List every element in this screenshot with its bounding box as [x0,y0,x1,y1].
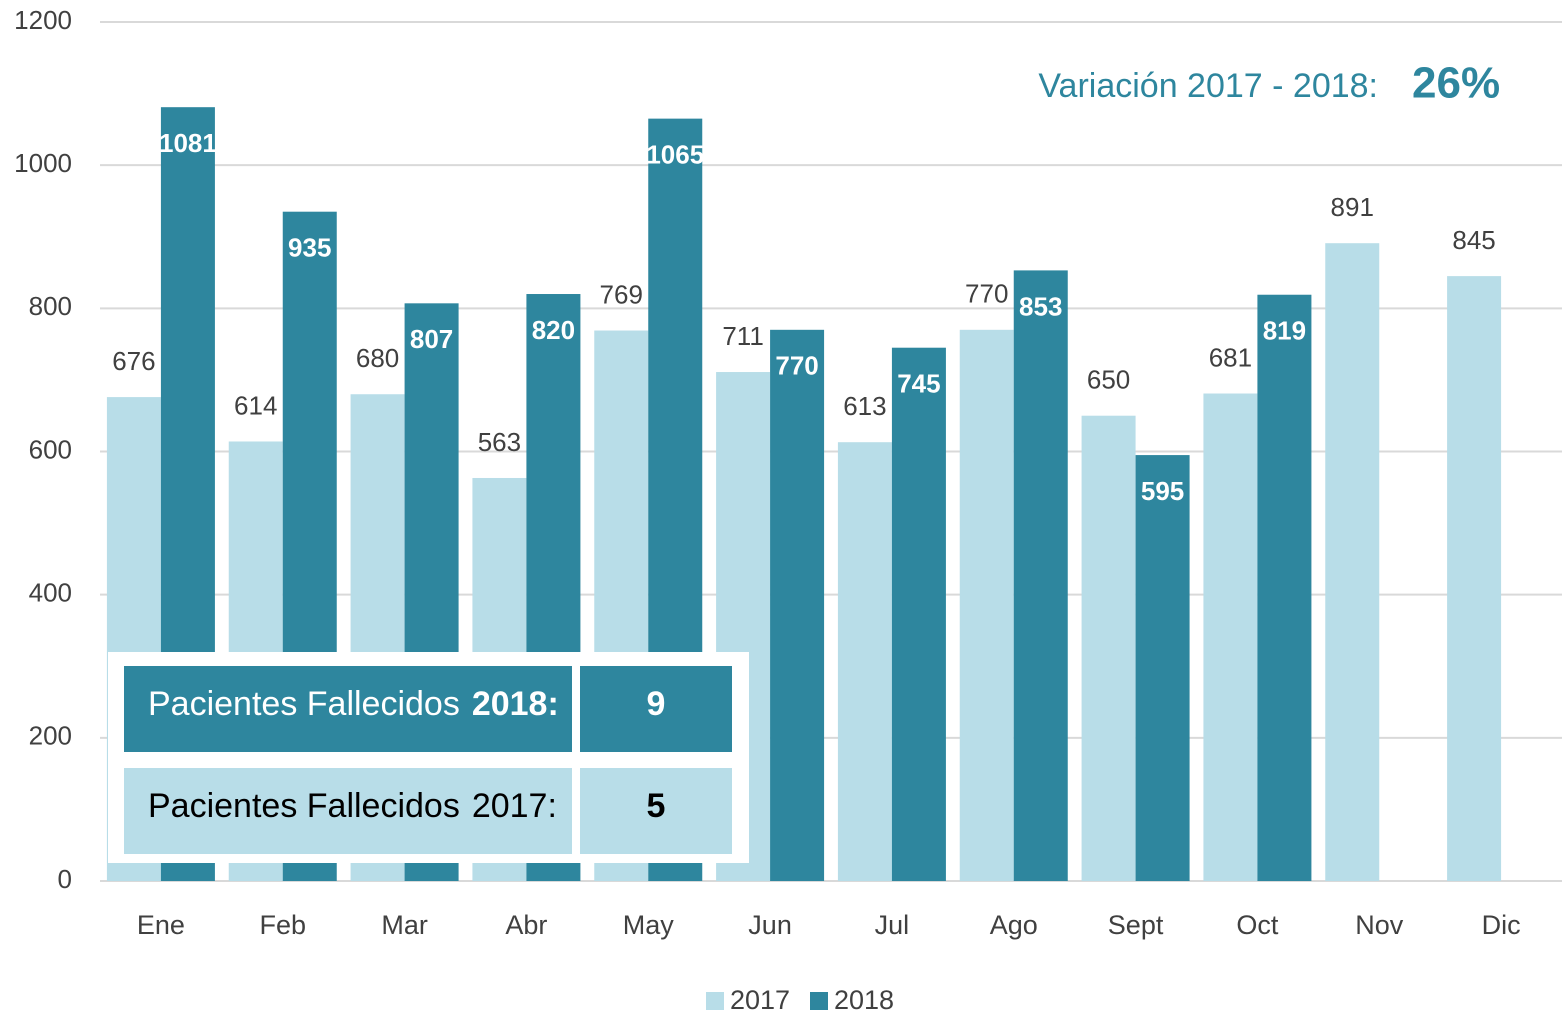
table-label: Pacientes Fallecidos 2018: [148,685,559,723]
x-tick-label: Ene [137,910,185,940]
table-value: 9 [647,685,666,723]
x-tick-label: Abr [505,910,547,940]
data-label: 676 [112,346,155,376]
variation-label: Variación 2017 - 2018: [1038,67,1378,105]
table-label-year: 2018: [472,685,559,723]
bar [1135,455,1190,881]
data-label: 819 [1263,316,1306,346]
data-label: 845 [1452,225,1495,255]
data-label: 711 [722,321,763,351]
y-tick-label: 200 [29,721,72,751]
bar [1325,243,1380,881]
legend-label: 2018 [834,985,894,1015]
data-label: 1065 [646,140,704,170]
x-tick-label: Mar [381,910,428,940]
legend-label: 2017 [730,985,790,1015]
table-value: 5 [647,787,666,825]
y-tick-label: 800 [29,291,72,321]
data-label: 613 [843,391,886,421]
bar [1013,270,1068,881]
variation-value: 26% [1412,59,1500,108]
data-label: 807 [410,324,453,354]
bar [1203,393,1258,881]
x-tick-label: Ago [990,910,1038,940]
bar [770,329,825,881]
x-tick-label: Sept [1108,910,1164,940]
y-tick-label: 1200 [14,5,72,35]
table-label-cell [124,768,572,854]
x-tick-label: Feb [259,910,306,940]
table-label-year: 2017: [472,787,557,825]
data-label: 680 [356,343,399,373]
data-label: 820 [532,315,575,345]
data-label: 769 [600,279,643,309]
table-label-text: Pacientes Fallecidos [148,787,460,825]
data-label: 891 [1331,192,1374,222]
data-label: 770 [775,351,818,381]
y-tick-label: 600 [29,434,72,464]
bar [1447,276,1502,881]
y-tick-label: 1000 [14,148,72,178]
data-label: 770 [965,279,1008,309]
table-label-cell [124,666,572,752]
data-label: 595 [1141,476,1184,506]
legend-swatch [810,992,828,1010]
legend-swatch [706,992,724,1010]
table-label: Pacientes Fallecidos 2017: [148,787,557,825]
x-tick-label: Jun [748,910,792,940]
data-label: 614 [234,390,277,420]
x-tick-label: Nov [1355,910,1404,940]
bar [891,347,946,881]
table-value-cell [580,666,732,752]
bar [1081,415,1136,881]
data-label: 681 [1209,342,1252,372]
y-tick-label: 400 [29,578,72,608]
x-tick-label: May [623,910,675,940]
table-value-cell [580,768,732,854]
data-label: 745 [897,369,940,399]
data-label: 935 [288,233,331,263]
bar [837,442,892,881]
x-tick-label: Dic [1482,910,1521,940]
y-tick-label: 0 [58,864,72,894]
data-label: 1081 [159,128,217,158]
bar [959,329,1014,881]
data-label: 650 [1087,365,1130,395]
x-tick-label: Jul [875,910,910,940]
x-tick-label: Oct [1236,910,1279,940]
table-label-text: Pacientes Fallecidos [148,685,460,723]
data-label: 853 [1019,291,1062,321]
bar [1257,294,1312,881]
data-label: 563 [478,427,521,457]
